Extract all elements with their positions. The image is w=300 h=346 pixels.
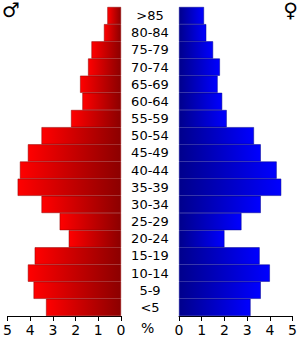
- svg-text:70-74: 70-74: [131, 60, 169, 75]
- svg-text:2: 2: [220, 322, 229, 338]
- svg-text:5: 5: [3, 322, 12, 338]
- svg-text:50-54: 50-54: [131, 128, 169, 143]
- svg-text:10-14: 10-14: [131, 266, 169, 281]
- svg-text:3: 3: [243, 322, 252, 338]
- svg-text:25-29: 25-29: [131, 214, 169, 229]
- svg-text:5-9: 5-9: [139, 283, 160, 298]
- svg-text:80-84: 80-84: [131, 25, 169, 40]
- svg-text:15-19: 15-19: [131, 248, 169, 263]
- svg-text:>85: >85: [136, 8, 163, 23]
- svg-text:<5: <5: [140, 300, 159, 315]
- svg-text:4: 4: [265, 322, 274, 338]
- svg-text:2: 2: [71, 322, 80, 338]
- svg-text:5: 5: [288, 322, 297, 338]
- svg-text:%: %: [141, 320, 154, 336]
- svg-text:60-64: 60-64: [131, 94, 169, 109]
- svg-text:1: 1: [197, 322, 206, 338]
- svg-text:3: 3: [48, 322, 57, 338]
- svg-text:4: 4: [26, 322, 35, 338]
- svg-text:30-34: 30-34: [131, 197, 169, 212]
- svg-text:65-69: 65-69: [131, 77, 169, 92]
- svg-text:0: 0: [175, 322, 184, 338]
- svg-text:0: 0: [117, 322, 126, 338]
- svg-text:♀: ♀: [283, 0, 298, 22]
- svg-text:35-39: 35-39: [131, 180, 169, 195]
- svg-text:45-49: 45-49: [131, 145, 169, 160]
- svg-text:20-24: 20-24: [131, 231, 169, 246]
- svg-text:55-59: 55-59: [131, 111, 169, 126]
- svg-text:1: 1: [94, 322, 103, 338]
- svg-text:75-79: 75-79: [131, 42, 169, 57]
- svg-text:40-44: 40-44: [131, 163, 169, 178]
- svg-text:♂: ♂: [2, 0, 20, 22]
